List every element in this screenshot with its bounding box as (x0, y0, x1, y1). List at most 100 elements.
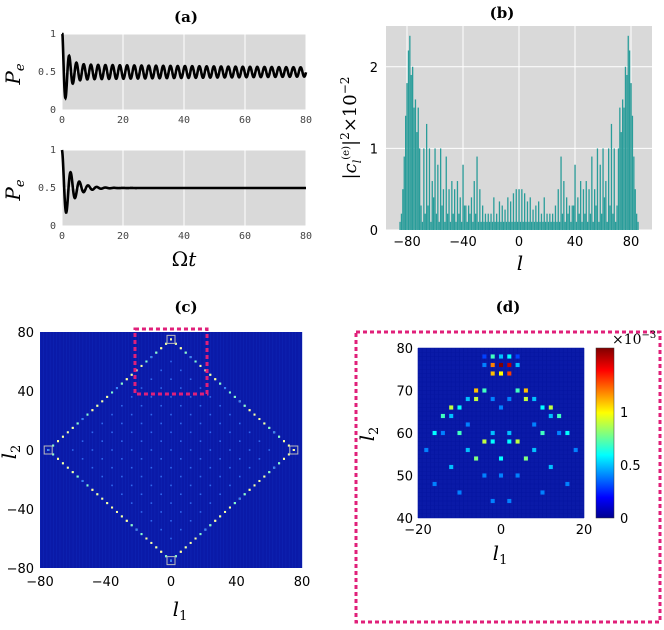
cell (199, 458, 202, 460)
cell (160, 458, 162, 460)
panel-a-bottom-curve (60, 149, 306, 214)
bar (550, 221, 552, 230)
cell (140, 440, 143, 442)
cell (86, 484, 89, 487)
cell (557, 413, 562, 419)
stripe (53, 332, 54, 568)
y-tick-label: 0 (26, 444, 34, 459)
x-tick-label: 20 (117, 231, 129, 242)
panel-c-ylabel: l2 (0, 445, 24, 460)
cell (140, 458, 143, 460)
bar (573, 205, 575, 230)
cell (91, 409, 94, 412)
bar (631, 115, 634, 230)
bar (587, 221, 589, 230)
stripe (134, 332, 136, 568)
bar (491, 221, 494, 230)
bar (447, 213, 449, 230)
cell (160, 369, 162, 372)
bar (633, 156, 635, 230)
cell (565, 430, 570, 436)
bar (535, 205, 537, 230)
y-tick-label: 0.5 (38, 183, 56, 194)
cell (111, 484, 113, 487)
panel-a-xlabel: Ωt (172, 247, 198, 271)
panel-b-xlabel: l (517, 251, 523, 275)
bar (599, 164, 601, 230)
cell (507, 354, 512, 359)
bar (521, 189, 523, 230)
cell (199, 364, 202, 367)
bar (420, 205, 422, 230)
cell (174, 555, 177, 558)
x-tick-label: 20 (576, 523, 593, 538)
bar (511, 221, 513, 230)
bar (561, 213, 564, 230)
bar (463, 205, 466, 230)
stripe (193, 332, 195, 568)
bar (596, 148, 599, 230)
cell (490, 439, 495, 444)
stripe (102, 332, 103, 568)
cell (457, 490, 462, 495)
stripe (121, 332, 123, 568)
bar (451, 181, 453, 230)
bar (545, 221, 547, 230)
cell (523, 456, 528, 461)
bar (626, 74, 628, 231)
bar (480, 221, 482, 230)
cell (179, 347, 182, 350)
bar (559, 221, 561, 230)
cell (263, 422, 266, 425)
panel-a-top-curve (61, 32, 308, 101)
bar (574, 164, 576, 230)
panel-d-cells (424, 354, 578, 504)
bar (580, 181, 582, 230)
cell (170, 431, 172, 434)
cell (81, 418, 84, 421)
bar (552, 213, 554, 230)
cell (248, 409, 251, 412)
cell (219, 458, 221, 460)
cell (111, 466, 113, 469)
bar (634, 189, 636, 230)
cell (160, 387, 162, 389)
cell (465, 396, 470, 402)
bar (510, 201, 512, 230)
bar (403, 156, 405, 230)
panel-b-ticks: −80 −40 0 40 80 0 1 2 (370, 61, 640, 250)
bar (489, 221, 491, 230)
stripe (69, 332, 71, 568)
cell (150, 541, 153, 544)
cell (150, 502, 153, 504)
stripe (272, 332, 274, 568)
bar (454, 189, 456, 230)
stripe (288, 332, 290, 568)
bar (496, 213, 498, 230)
bar (416, 132, 418, 230)
cell (238, 458, 241, 460)
cell (165, 342, 168, 345)
cell (515, 354, 520, 359)
cell (121, 404, 123, 407)
stripe (118, 332, 120, 568)
bar (518, 189, 520, 230)
bar (566, 197, 568, 230)
stripe (108, 332, 110, 568)
stripe (115, 332, 116, 568)
cell (238, 422, 241, 425)
cell (523, 396, 528, 402)
cell (52, 453, 55, 456)
cell (130, 524, 133, 527)
bar (568, 205, 571, 230)
cell (199, 440, 202, 442)
cell (101, 497, 104, 500)
cell (243, 493, 246, 496)
cell (498, 354, 504, 359)
bar (433, 197, 435, 230)
bar (540, 213, 543, 230)
bar (553, 221, 555, 230)
cell (278, 462, 281, 465)
cell (61, 462, 64, 465)
